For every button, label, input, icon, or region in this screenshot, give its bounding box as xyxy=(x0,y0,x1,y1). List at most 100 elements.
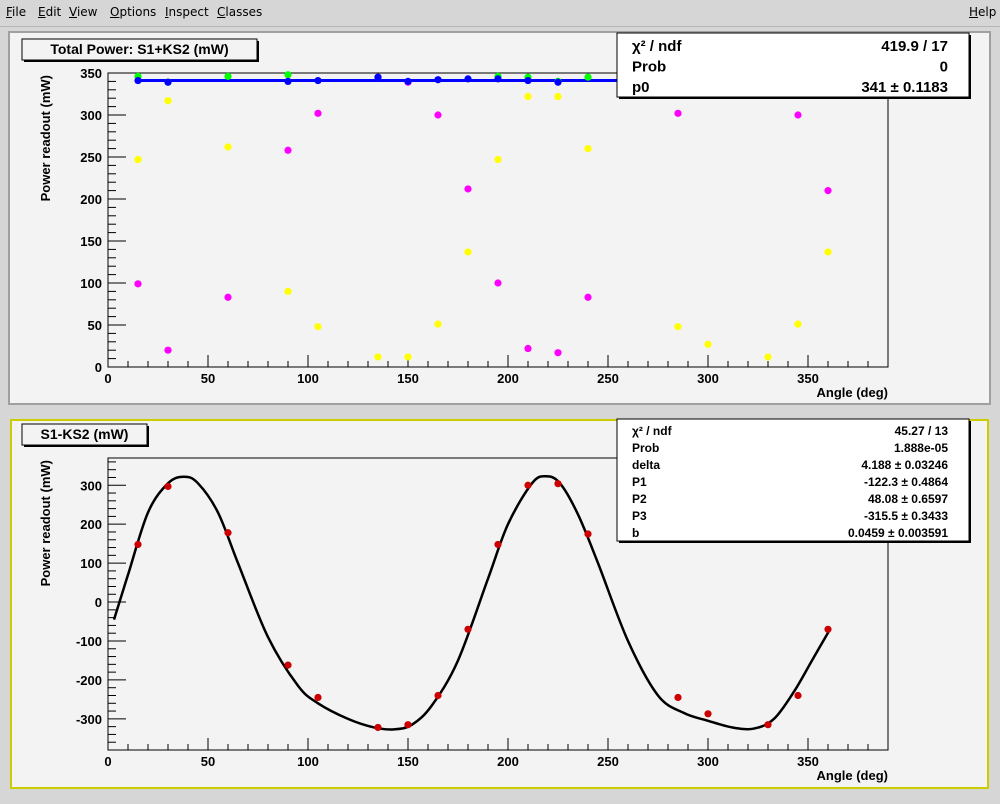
data-point xyxy=(134,155,142,164)
series-1 xyxy=(134,480,832,732)
chart-title: Total Power: S1+KS2 (mW) xyxy=(50,41,228,57)
y-tick-label: 150 xyxy=(80,234,102,249)
data-point xyxy=(824,625,832,633)
data-point xyxy=(284,71,292,79)
y-tick-label: 200 xyxy=(80,517,102,532)
stats-label: delta xyxy=(632,458,660,472)
data-point xyxy=(584,530,592,538)
y-tick-label: 250 xyxy=(80,150,102,165)
stats-value: -122.3 ± 0.4864 xyxy=(864,475,948,489)
x-tick-label: 200 xyxy=(497,754,519,769)
data-point xyxy=(554,349,562,357)
chart-pad-1: 0 50 100 150 200 250 300 350 0 50 100 150 200 250 300 3… xyxy=(8,31,991,405)
stats-value: 4.188 ± 0.03246 xyxy=(861,458,948,472)
data-point xyxy=(434,691,442,700)
data-point xyxy=(284,287,292,295)
menu-inspect[interactable]: Inspect xyxy=(165,5,209,19)
x-tick-label: 50 xyxy=(201,371,215,386)
y-tick-label: -100 xyxy=(76,634,102,649)
data-point xyxy=(164,346,172,354)
data-point xyxy=(794,320,802,328)
y-tick-label: -300 xyxy=(76,712,102,727)
stats-value: 1.888e-05 xyxy=(894,441,948,455)
x-tick-label: 50 xyxy=(201,754,215,769)
data-point xyxy=(764,721,772,729)
data-point xyxy=(674,109,682,117)
data-point xyxy=(434,320,442,328)
data-point xyxy=(524,344,532,353)
menu-file[interactable]: File xyxy=(6,5,27,19)
menu-help[interactable]: Help xyxy=(969,5,997,19)
data-point xyxy=(704,710,712,718)
x-tick-label: 150 xyxy=(397,754,419,769)
y-tick-label: 300 xyxy=(80,478,102,493)
plot-canvas[interactable]: 0 50 100 150 200 250 300 350 0 50 100 150 200 250 300 3… xyxy=(0,27,1000,800)
series-1 xyxy=(134,92,832,361)
data-point xyxy=(674,323,682,331)
data-point xyxy=(704,340,712,348)
y-tick-label: 100 xyxy=(80,276,102,291)
root-canvas[interactable]: 0 50 100 150 200 250 300 350 0 50 100 150 200 250 300 3… xyxy=(0,27,1000,800)
stats-value: -315.5 ± 0.3433 xyxy=(864,509,948,523)
data-point xyxy=(674,693,682,702)
data-point xyxy=(434,111,442,119)
stats-label: Prob xyxy=(632,441,659,455)
data-point xyxy=(404,721,412,729)
stats-value: 0 xyxy=(940,59,948,76)
y-tick-label: 300 xyxy=(80,108,102,123)
x-tick-label: 300 xyxy=(697,371,719,386)
data-point xyxy=(554,78,562,86)
data-point xyxy=(404,77,412,85)
x-tick-label: 0 xyxy=(104,754,111,769)
x-tick-label: 100 xyxy=(297,371,319,386)
stats-value: 419.9 / 17 xyxy=(881,38,948,55)
data-point xyxy=(224,529,232,537)
data-point xyxy=(224,143,232,151)
stats-value: 341 ± 0.1183 xyxy=(861,79,948,96)
series-4 xyxy=(134,73,562,86)
data-point xyxy=(554,92,562,101)
data-point xyxy=(314,76,322,85)
data-point xyxy=(134,280,142,288)
data-point xyxy=(794,691,802,700)
data-point xyxy=(494,279,502,287)
data-point xyxy=(584,293,592,301)
data-point xyxy=(824,187,832,195)
fit-curve xyxy=(112,475,832,731)
data-point xyxy=(494,540,502,549)
data-point xyxy=(764,353,772,361)
plot-area xyxy=(107,457,889,751)
title-box xyxy=(21,38,258,61)
stats-label: P1 xyxy=(632,475,647,489)
data-point xyxy=(524,481,532,489)
data-point xyxy=(554,480,562,488)
data-point xyxy=(464,625,472,633)
x-tick-label: 150 xyxy=(397,371,419,386)
menu-view[interactable]: View xyxy=(69,5,98,19)
stats-label: χ² / ndf xyxy=(632,424,673,438)
menu-classes[interactable]: Classes xyxy=(217,5,263,19)
data-point xyxy=(314,323,322,331)
data-point xyxy=(524,76,532,85)
data-point xyxy=(284,146,292,154)
y-tick-label: 100 xyxy=(80,556,102,571)
data-point xyxy=(434,76,442,84)
stats-label: P2 xyxy=(632,492,647,506)
stats-label: Prob xyxy=(632,59,666,76)
y-tick-label: 0 xyxy=(95,360,102,375)
data-point xyxy=(134,76,142,85)
x-tick-label: 350 xyxy=(797,371,819,386)
menu-edit[interactable]: Edit xyxy=(38,5,62,19)
data-point xyxy=(494,75,502,83)
data-point xyxy=(284,77,292,85)
chart-title: S1-KS2 (mW) xyxy=(41,426,129,442)
data-point xyxy=(314,693,322,702)
y-axis-label: Power readout (mW) xyxy=(38,75,53,201)
menu-options[interactable]: Options xyxy=(110,5,157,19)
y-tick-label: -200 xyxy=(76,673,102,688)
x-tick-label: 300 xyxy=(697,754,719,769)
data-point xyxy=(164,78,172,86)
x-tick-label: 350 xyxy=(797,754,819,769)
x-axis-label: Angle (deg) xyxy=(817,385,889,400)
stats-value: 45.27 / 13 xyxy=(895,424,949,438)
